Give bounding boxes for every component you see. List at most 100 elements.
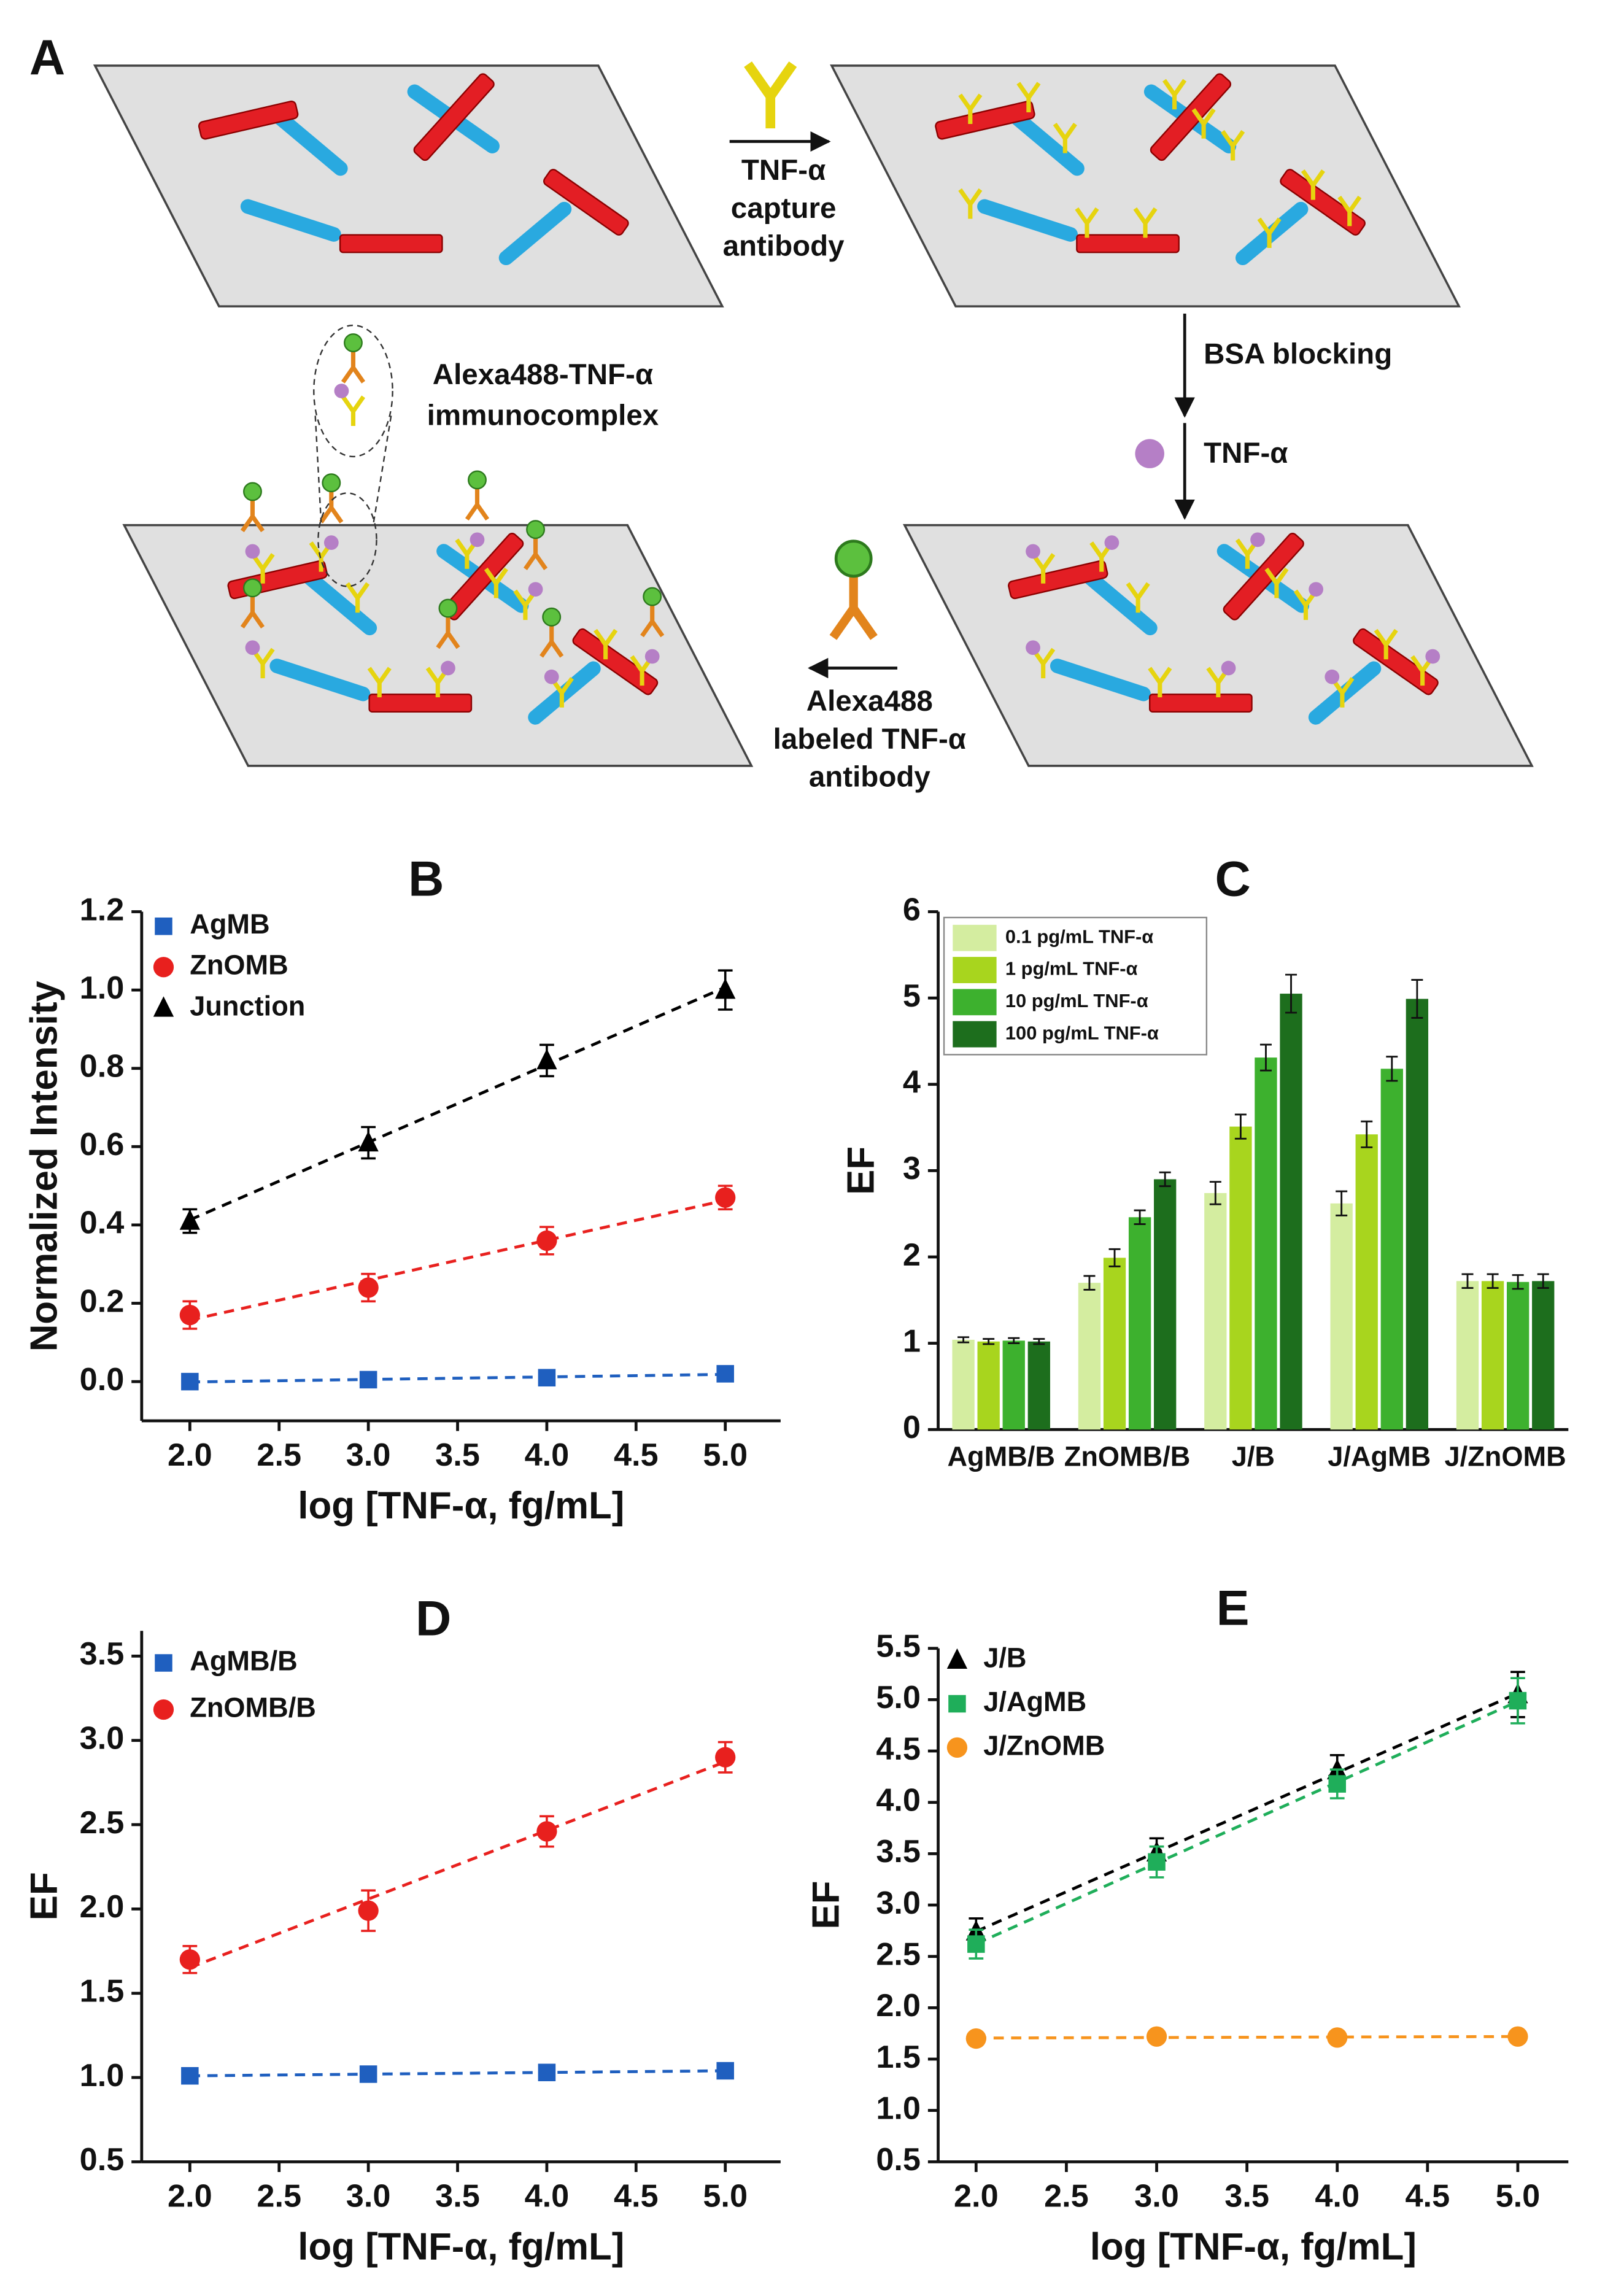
x-tick-label: ZnOMB/B [1064, 1441, 1191, 1472]
legend-label: J/B [983, 1642, 1026, 1674]
marker [181, 1372, 199, 1391]
legend-marker [946, 1648, 968, 1669]
fit-line [189, 1199, 726, 1322]
y-tick-label: 3 [903, 1151, 921, 1186]
x-tick-label: 3.0 [346, 2179, 391, 2214]
y-tick-label: 2.0 [80, 1889, 125, 1925]
y-axis-label: EF [805, 1881, 848, 1930]
legend-label: J/AgMB [983, 1686, 1086, 1717]
bar [1506, 1281, 1530, 1430]
annotation: Alexa488-TNF-α [433, 358, 653, 391]
marker [358, 1900, 379, 1921]
callout-ellipse [313, 324, 393, 458]
y-axis-label: EF [840, 1146, 883, 1195]
marker [967, 1935, 985, 1953]
error-bar [1234, 1113, 1247, 1140]
fit-line [190, 1372, 725, 1384]
legend-label: 100 pg/mL TNF-α [1005, 1022, 1159, 1043]
legend-label: J/ZnOMB [983, 1730, 1105, 1761]
y-tick-label: 1 [903, 1323, 921, 1359]
error-bar [1487, 1273, 1499, 1289]
antibody-icon [748, 64, 793, 129]
marker [1327, 2027, 1348, 2048]
marker [536, 1230, 557, 1251]
y-tick-label: 0.6 [80, 1127, 125, 1162]
annotation: Alexa488 [806, 685, 933, 717]
legend-marker [155, 917, 172, 935]
x-tick-label: 5.0 [703, 1437, 748, 1473]
marker [1146, 2026, 1167, 2047]
bar [1406, 999, 1429, 1430]
x-tick-label: AgMB/B [947, 1441, 1055, 1472]
x-axis-label: log [TNF-α, fg/mL] [1090, 2225, 1417, 2268]
y-tick-label: 0.5 [80, 2142, 125, 2178]
x-axis-label: log [TNF-α, fg/mL] [298, 2225, 624, 2268]
bar [952, 1339, 975, 1430]
error-bar [1159, 1171, 1171, 1188]
x-tick-label: 3.5 [435, 1437, 480, 1473]
bar [1280, 994, 1302, 1430]
fit-line [975, 1700, 1518, 1946]
marker [358, 1277, 379, 1298]
x-tick-label: 4.5 [614, 2179, 659, 2214]
x-tick-label: 4.0 [525, 1437, 570, 1473]
error-bar [983, 1338, 995, 1345]
marker [965, 2028, 986, 2049]
error-bar [1461, 1273, 1474, 1289]
marker [536, 1821, 557, 1842]
x-tick-label: 3.5 [435, 2179, 480, 2214]
marker [179, 1305, 200, 1326]
legend-label: ZnOMB [190, 949, 288, 981]
marker [359, 2065, 377, 2083]
y-tick-label: 4 [903, 1065, 921, 1100]
y-axis-label: Normalized Intensity [23, 980, 66, 1351]
x-tick-label: 3.5 [1224, 2179, 1269, 2214]
y-tick-label: 3.0 [80, 1721, 125, 1757]
error-bar [1411, 979, 1423, 1019]
y-axis-label: EF [23, 1872, 66, 1920]
bar [1103, 1258, 1126, 1430]
bar [1002, 1340, 1025, 1430]
bar [1229, 1126, 1252, 1430]
marker [1507, 2026, 1528, 2047]
bar [1481, 1281, 1504, 1430]
y-tick-label: 1.0 [80, 970, 125, 1006]
x-tick-label: 2.0 [168, 2179, 212, 2214]
annotation: TNF-α [1204, 437, 1288, 470]
chart-title: B [408, 851, 444, 906]
x-tick-label: 2.5 [1044, 2179, 1089, 2214]
legend-marker [946, 1737, 968, 1758]
marker [359, 1370, 377, 1389]
error-bar [1083, 1275, 1096, 1291]
error-bar [1008, 1337, 1020, 1345]
legend-label: AgMB/B [190, 1645, 298, 1676]
y-tick-label: 3.5 [876, 1834, 921, 1869]
annotation: antibody [809, 761, 931, 794]
x-tick-label: 5.0 [1496, 2179, 1541, 2214]
legend-swatch [953, 924, 997, 951]
marker [181, 2067, 199, 2085]
marker [1509, 1691, 1527, 1710]
plate [123, 471, 753, 767]
bar [1380, 1069, 1403, 1430]
marker [538, 1369, 556, 1387]
error-bar [1209, 1181, 1221, 1205]
y-tick-label: 1.2 [80, 892, 125, 927]
marker [538, 2063, 556, 2082]
annotation: antibody [723, 230, 845, 263]
marker [716, 1365, 734, 1383]
y-tick-label: 0.5 [876, 2142, 921, 2178]
y-tick-label: 1.0 [876, 2090, 921, 2126]
y-tick-label: 2 [903, 1237, 921, 1273]
marker [1148, 1853, 1166, 1871]
legend-marker [155, 1654, 172, 1672]
fit-line [190, 2069, 725, 2078]
bar [1355, 1134, 1378, 1430]
error-bar [1033, 1338, 1045, 1345]
error-bar [1537, 1273, 1549, 1289]
y-tick-label: 1.5 [80, 1974, 125, 2009]
marker [179, 1209, 200, 1230]
fit-line [976, 2035, 1518, 2040]
y-tick-label: 3.0 [876, 1885, 921, 1921]
fit-line [975, 1691, 1518, 1933]
